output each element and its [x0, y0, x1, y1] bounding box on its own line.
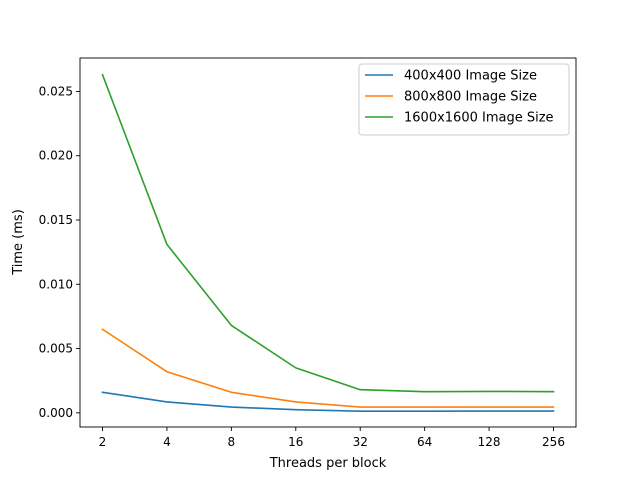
y-tick-label: 0.010 [39, 277, 73, 291]
x-axis-label: Threads per block [269, 456, 387, 471]
x-tick-label: 128 [478, 435, 501, 449]
x-tick-label: 2 [99, 435, 107, 449]
legend-box [358, 63, 570, 136]
y-tick-label: 0.020 [39, 149, 73, 163]
x-tick-label: 4 [163, 435, 171, 449]
x-tick-label: 256 [542, 435, 565, 449]
series-line-1 [101, 391, 555, 412]
series-line-3 [101, 73, 555, 393]
legend-label: 400x400 Image Size [404, 69, 537, 84]
y-tick-label: 0.015 [39, 213, 73, 227]
y-tick-label: 0.025 [39, 84, 73, 98]
y-tick-label: 0.005 [39, 342, 73, 356]
x-tick-label: 64 [417, 435, 432, 449]
series-line-2 [101, 328, 555, 408]
y-tick-label: 0.000 [39, 406, 73, 420]
legend-label: 800x800 Image Size [404, 90, 537, 105]
plot-frame [79, 57, 577, 428]
x-tick-label: 16 [288, 435, 303, 449]
legend: 400x400 Image Size 800x800 Image Size 1600… [358, 63, 570, 136]
legend-label: 1600x1600 Image Size [404, 111, 554, 126]
x-tick-label: 32 [353, 435, 368, 449]
y-axis-label: Time (ms) [11, 209, 26, 276]
x-tick-label: 8 [228, 435, 236, 449]
